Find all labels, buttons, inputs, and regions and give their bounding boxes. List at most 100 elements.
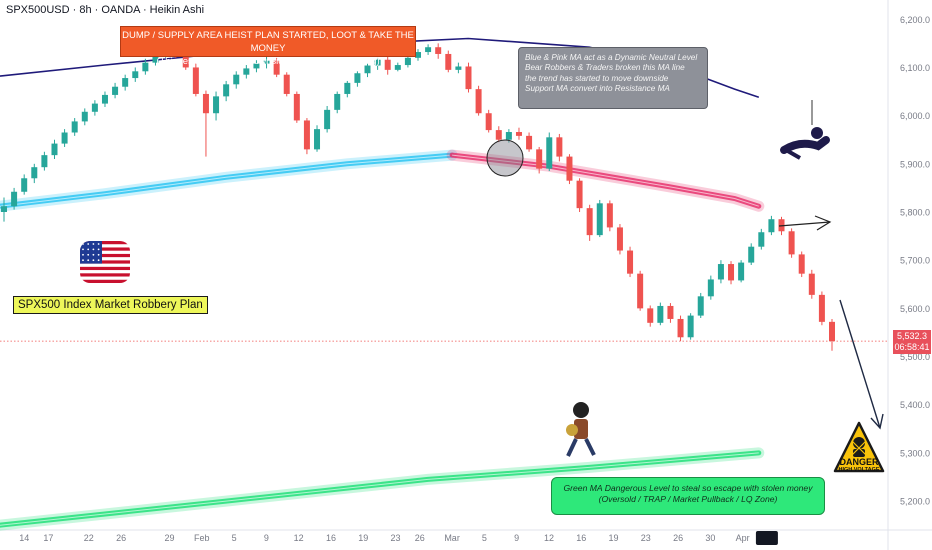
- flag-star: [97, 243, 100, 245]
- candle-body: [455, 66, 462, 70]
- candle-body: [152, 53, 159, 63]
- x-tick-label: 16: [326, 533, 336, 543]
- x-tick-label: 29: [165, 533, 175, 543]
- x-tick-label: 23: [391, 533, 401, 543]
- candle-body: [404, 57, 411, 66]
- target-arrow-line: [839, 299, 881, 429]
- candle-body: [11, 191, 18, 207]
- flag-star: [92, 248, 95, 251]
- x-tick-label: 17: [43, 533, 53, 543]
- x-tick-label: 23: [641, 533, 651, 543]
- candle-body: [505, 132, 512, 140]
- candle-body: [526, 135, 533, 150]
- candle-body: [556, 137, 563, 157]
- candle-body: [435, 47, 442, 54]
- x-tick-label: 12: [294, 533, 304, 543]
- x-tick-label: 9: [514, 533, 519, 543]
- x-tick-label: Feb: [194, 533, 210, 543]
- candle-body: [738, 262, 745, 281]
- x-tick-label: 30: [705, 533, 715, 543]
- candle-body: [657, 305, 664, 323]
- current-price-tag: 5,532.3 06:58:41: [893, 330, 931, 354]
- x-tick-label: 16: [576, 533, 586, 543]
- robber-part: [811, 127, 823, 139]
- candle-body: [1, 206, 7, 212]
- flag-stripe: [80, 276, 130, 281]
- hanging-robber-icon: [780, 100, 830, 160]
- flag-star: [92, 253, 95, 256]
- y-tick-label: 6,200.0: [900, 15, 930, 25]
- ma-note-box: Blue & Pink MA act as a Dynamic Neutral …: [518, 47, 708, 109]
- flag-star: [97, 253, 100, 256]
- candle-body: [667, 305, 674, 319]
- y-tick-label: 6,000.0: [900, 111, 930, 121]
- y-tick-label: 5,400.0: [900, 400, 930, 410]
- x-tick-label: Mar: [444, 533, 460, 543]
- candle-body: [101, 94, 108, 104]
- flag-star: [87, 243, 90, 245]
- candle-body: [384, 59, 391, 70]
- banner-line-2: (Thieves are stealing Downside / Traders…: [156, 56, 380, 67]
- candle-body: [81, 111, 88, 122]
- rebound-arrow-line: [778, 221, 831, 227]
- x-tick-label: 5: [482, 533, 487, 543]
- heist-plan-banner: DUMP / SUPPLY AREA HEIST PLAN STARTED, L…: [120, 26, 416, 67]
- x-tick-label: 19: [358, 533, 368, 543]
- green-ma-note-box: Green MA Dangerous Level to steal so esc…: [551, 477, 825, 515]
- flag-stripe: [80, 273, 130, 277]
- candle-body: [91, 103, 98, 112]
- y-tick-label: 6,100.0: [900, 63, 930, 73]
- flag-stripe: [80, 279, 130, 283]
- flag-stripe: [80, 270, 130, 274]
- candle-body: [445, 53, 452, 70]
- note-line-4: Support MA convert into Resistance MA: [525, 84, 670, 94]
- robber-part: [780, 136, 830, 154]
- robber-part: [573, 402, 589, 418]
- flag-star: [92, 259, 95, 262]
- us-flag-icon: [80, 241, 130, 283]
- candle-body: [627, 250, 634, 274]
- candle-body: [566, 156, 573, 181]
- candle-body: [253, 63, 260, 69]
- robber-part: [785, 148, 801, 160]
- candle-body: [647, 308, 654, 323]
- price-axis-panel[interactable]: [888, 0, 932, 550]
- x-tick-label: 26: [673, 533, 683, 543]
- green-note-line-1: Green MA Dangerous Level to steal so esc…: [563, 483, 813, 493]
- flag-stripe: [80, 250, 130, 255]
- candle-body: [829, 321, 835, 342]
- candle-body: [637, 273, 644, 309]
- rebound-arrow-head: [814, 215, 832, 231]
- danger-title: DANGER: [839, 457, 879, 467]
- x-tick-label: 26: [116, 533, 126, 543]
- y-tick-label: 5,800.0: [900, 208, 930, 218]
- candle-body: [728, 264, 735, 281]
- candle-body: [707, 279, 714, 297]
- green-ma-line-core: [0, 452, 759, 526]
- candle-body: [364, 65, 371, 74]
- note-line-3: the trend has started to move downside: [525, 73, 669, 83]
- y-tick-label: 5,500.0: [900, 352, 930, 362]
- candle-body: [808, 273, 815, 295]
- x-tick-label: 12: [544, 533, 554, 543]
- candle-body: [314, 129, 321, 150]
- candle-body: [818, 294, 825, 322]
- flag-star: [97, 259, 100, 262]
- candle-body: [515, 132, 522, 136]
- note-line-1: Blue & Pink MA act as a Dynamic Neutral …: [525, 53, 698, 62]
- robber-part: [566, 438, 596, 457]
- y-tick-label: 5,900.0: [900, 159, 930, 169]
- candle-body: [758, 232, 765, 247]
- candle-body: [112, 86, 119, 95]
- flag-canton: [80, 241, 102, 264]
- flag-star: [97, 248, 100, 251]
- blue-support-ma-line-core: [0, 154, 453, 207]
- candle-body: [223, 84, 230, 97]
- current-price: 5,532.3: [896, 331, 928, 341]
- flag-star: [82, 243, 84, 245]
- robber-part: [574, 419, 588, 439]
- x-tick-label: 19: [609, 533, 619, 543]
- running-robber-icon: [566, 402, 596, 457]
- candle-body: [475, 89, 482, 114]
